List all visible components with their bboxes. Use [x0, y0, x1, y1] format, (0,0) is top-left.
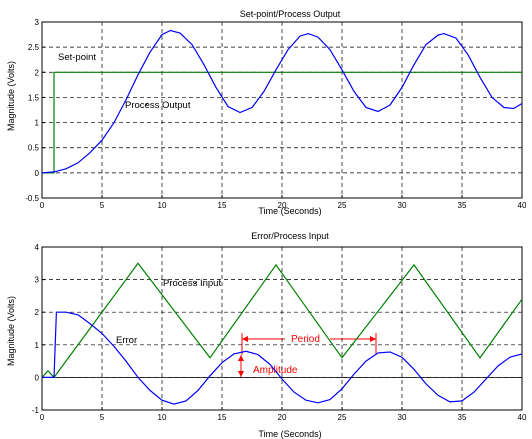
top-chart-xlabel: Time (Seconds)	[258, 206, 321, 216]
amplitude-arrow-top-head	[238, 355, 244, 361]
top-xtick-label: 15	[218, 201, 227, 210]
label-process-output: Process Output	[125, 100, 191, 111]
bottom-xtick-label: 10	[158, 413, 167, 422]
bottom-series-process-input	[41, 262, 523, 379]
top-xtick-label: 5	[100, 201, 105, 210]
process-input-leader	[193, 281, 198, 285]
bottom-chart-ylabel: Magnitude (Volts)	[6, 296, 16, 366]
top-xtick-label: 10	[158, 201, 167, 210]
top-xtick-label: 25	[338, 201, 347, 210]
period-arrow-left-head	[242, 336, 248, 342]
top-series-process-output	[41, 29, 523, 174]
top-ytick-label: 3	[35, 18, 40, 27]
top-ytick-label: 0.5	[28, 144, 40, 153]
bottom-xtick-label: 25	[338, 413, 347, 422]
bottom-series-error	[42, 311, 523, 405]
bottom-chart-title: Error/Process Input	[251, 231, 329, 241]
label-period: Period	[291, 334, 320, 345]
bottom-chart-xlabel: Time (Seconds)	[258, 429, 321, 439]
label-process-input: Process Input	[163, 278, 221, 289]
top-xtick-label: 35	[458, 201, 467, 210]
bottom-ytick-label: -1	[32, 406, 40, 415]
bottom-ytick-label: 0	[35, 373, 40, 382]
bottom-xtick-label: 40	[518, 413, 527, 422]
bottom-ytick-label: 2	[35, 308, 40, 317]
period-arrow-right-head	[370, 336, 376, 342]
top-ytick-label: 1	[35, 119, 40, 128]
label-setpoint: Set-point	[58, 52, 96, 63]
bottom-xtick-label: 30	[398, 413, 407, 422]
amplitude-arrow-bottom-head	[238, 371, 244, 377]
top-chart-title: Set-point/Process Output	[240, 9, 341, 19]
bottom-xtick-label: 0	[40, 413, 45, 422]
bottom-xtick-label: 35	[458, 413, 467, 422]
top-xtick-label: 30	[398, 201, 407, 210]
label-error: Error	[116, 335, 137, 346]
bottom-xtick-label: 15	[218, 413, 227, 422]
top-xtick-label: 40	[518, 201, 527, 210]
bottom-ytick-label: 4	[35, 243, 40, 252]
top-ytick-label: 0	[35, 169, 40, 178]
top-xtick-label: 20	[278, 201, 287, 210]
top-ytick-label: -0.5	[25, 194, 39, 203]
bottom-ytick-label: 3	[35, 276, 40, 285]
process-output-leader	[145, 102, 149, 106]
top-xtick-label: 0	[40, 201, 45, 210]
bottom-xtick-label: 20	[278, 413, 287, 422]
top-chart-ylabel: Magnitude (Volts)	[6, 61, 16, 131]
bottom-xtick-label: 5	[100, 413, 105, 422]
bottom-ytick-label: 1	[35, 341, 40, 350]
top-ytick-label: 1.5	[28, 93, 40, 102]
top-ytick-label: 2.5	[28, 43, 40, 52]
top-ytick-label: 2	[35, 68, 40, 77]
